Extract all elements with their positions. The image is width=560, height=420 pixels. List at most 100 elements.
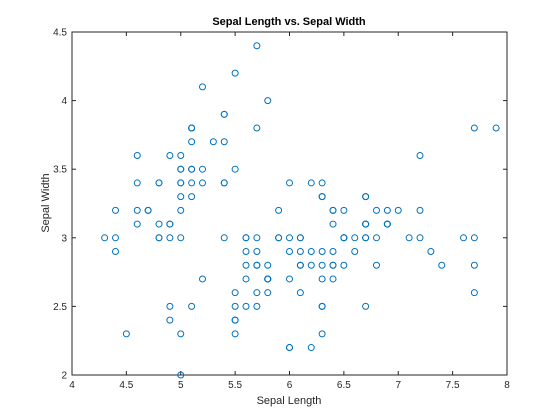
data-point — [264, 97, 272, 105]
data-point — [177, 206, 185, 214]
data-point — [318, 261, 326, 269]
data-point — [286, 275, 293, 283]
x-axis-label: Sepal Length — [257, 395, 322, 407]
data-point — [112, 206, 119, 214]
data-point — [177, 371, 185, 379]
data-point — [166, 234, 174, 242]
plot-box — [71, 31, 508, 376]
y-tick-label: 4.5 — [53, 28, 67, 39]
data-point — [231, 165, 239, 173]
data-point — [318, 248, 326, 256]
x-tick-label: 8 — [504, 380, 510, 391]
x-tick-label: 7.5 — [446, 380, 460, 391]
data-point — [286, 344, 293, 352]
data-point — [470, 124, 478, 132]
data-point — [329, 248, 337, 256]
data-point — [133, 179, 141, 187]
data-point — [340, 234, 348, 242]
data-point — [362, 220, 370, 228]
data-point — [460, 234, 467, 242]
data-point — [166, 220, 174, 228]
data-point — [155, 234, 163, 242]
data-point — [307, 344, 315, 352]
data-point — [286, 248, 293, 256]
x-tick-label: 4 — [69, 380, 75, 391]
data-point — [394, 206, 402, 214]
data-point — [166, 316, 174, 324]
data-point — [296, 234, 304, 242]
data-point — [373, 206, 380, 214]
data-point — [177, 179, 185, 187]
data-point — [264, 289, 272, 297]
data-point — [351, 248, 359, 256]
data-point — [416, 151, 424, 159]
data-point — [253, 248, 261, 256]
data-point — [253, 42, 261, 50]
data-point — [286, 234, 293, 242]
data-point — [242, 234, 250, 242]
data-point — [220, 138, 228, 146]
data-point — [177, 330, 185, 338]
axes — [71, 31, 508, 376]
x-tick-label: 5.5 — [228, 380, 242, 391]
data-point — [188, 165, 196, 173]
data-point — [199, 275, 206, 283]
data-point — [155, 179, 163, 187]
data-point — [329, 275, 337, 283]
data-point — [144, 206, 152, 214]
chart-title: Sepal Length vs. Sepal Width — [212, 16, 366, 28]
data-point — [329, 206, 337, 214]
data-point — [122, 330, 130, 338]
y-axis-label: Sepal Width — [40, 173, 52, 232]
data-point — [307, 261, 315, 269]
data-point — [253, 124, 261, 132]
data-point — [231, 302, 239, 310]
data-point — [220, 110, 228, 118]
x-tick-label: 5 — [178, 380, 184, 391]
data-point — [133, 206, 141, 214]
data-point — [231, 330, 239, 338]
data-point — [470, 261, 478, 269]
data-point — [318, 302, 326, 310]
data-point — [405, 234, 413, 242]
y-tick-label: 2.5 — [53, 302, 67, 313]
data-point — [470, 234, 478, 242]
data-point — [264, 275, 272, 283]
data-point — [296, 261, 304, 269]
data-point — [199, 179, 206, 187]
data-point — [242, 261, 250, 269]
data-point — [340, 206, 348, 214]
data-point — [438, 261, 446, 269]
data-point — [275, 206, 283, 214]
data-point — [329, 261, 337, 269]
data-point — [470, 289, 478, 297]
data-point — [264, 261, 272, 269]
data-point — [416, 206, 424, 214]
data-point — [318, 179, 326, 187]
data-point — [220, 179, 228, 187]
data-point — [199, 83, 206, 91]
data-point — [318, 275, 326, 283]
data-point — [416, 234, 424, 242]
data-point — [340, 261, 348, 269]
data-point — [492, 124, 500, 132]
data-point — [329, 220, 337, 228]
data-point — [166, 151, 174, 159]
data-point — [177, 165, 185, 173]
data-point — [318, 330, 326, 338]
data-point — [188, 179, 196, 187]
data-point — [253, 289, 261, 297]
data-point — [177, 234, 185, 242]
data-point — [112, 248, 119, 256]
data-point — [383, 220, 391, 228]
data-point — [286, 179, 293, 187]
data-point — [188, 302, 196, 310]
data-point — [362, 234, 370, 242]
data-point — [209, 138, 217, 146]
data-point — [155, 220, 163, 228]
data-point — [373, 234, 380, 242]
data-point — [253, 234, 261, 242]
x-tick-label: 6.5 — [337, 380, 351, 391]
data-points — [101, 42, 500, 379]
